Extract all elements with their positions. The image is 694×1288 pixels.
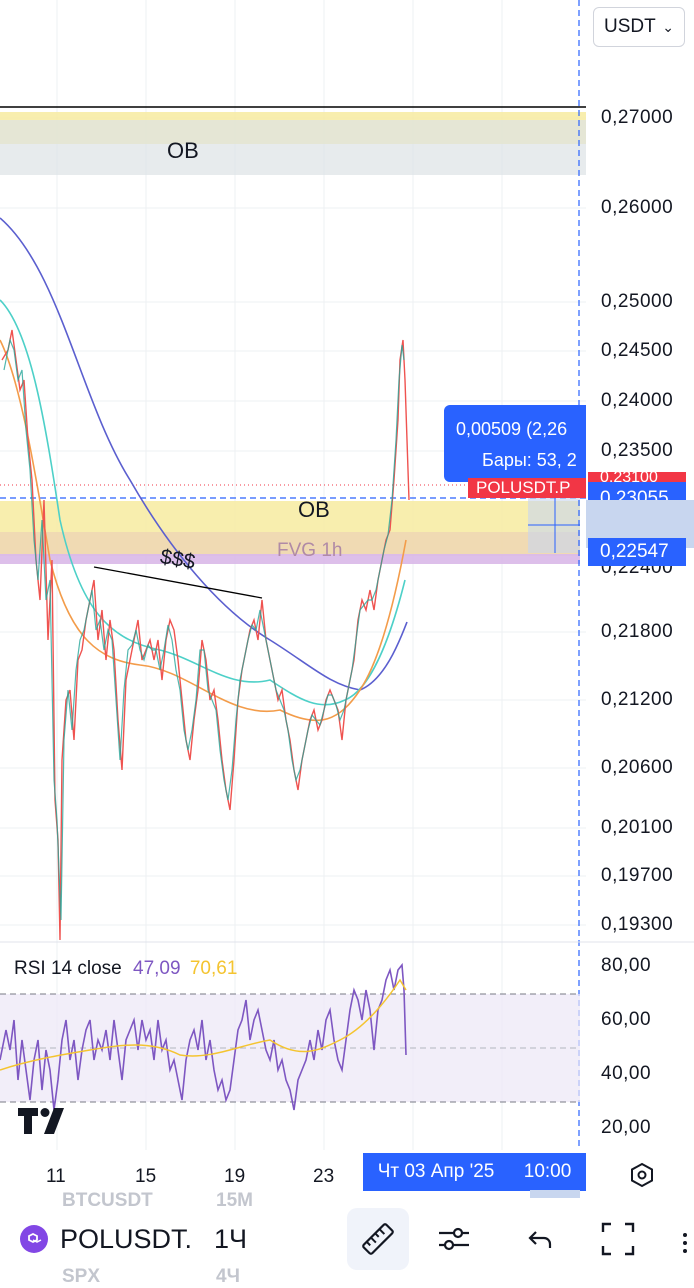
measure-line1: 0,00509 (2,26 [456,419,568,439]
settings-hexagon-icon[interactable] [627,1160,657,1190]
ghost-interval-bottom: 4Ч [216,1266,240,1287]
symbol-tag-text: POLUSDT.P [476,478,571,497]
ma-cyan [0,299,406,706]
rsi-axis-label: 60,00 [601,1009,652,1030]
rsi-axis-label: 20,00 [601,1117,652,1138]
candles-up-series [3,337,405,921]
crosshair-time: 10:00 [523,1161,572,1182]
indicator-settings-button[interactable] [423,1208,485,1270]
currency-selector[interactable]: USDT ⌄ [593,7,685,47]
rsi-legend[interactable]: RSI 14 close 47,09 70,61 [14,958,237,980]
price-label: 0,24500 [601,340,674,361]
ghost-symbol-top: BTCUSDT [62,1190,153,1211]
chevron-down-icon: ⌄ [662,18,674,35]
tradingview-logo [18,1108,68,1142]
rsi-line [0,962,407,1111]
undo-icon [528,1231,552,1248]
time-label: 15 [135,1166,157,1187]
measure-tooltip[interactable]: 0,00509 (2,26 Бары: 53, 2 [444,405,586,482]
symbol-tag: POLUSDT.P [468,478,586,498]
rsi-ma-line [0,978,407,1071]
time-label: 19 [224,1166,246,1187]
ruler-icon [362,1223,394,1255]
undo-button[interactable] [510,1208,572,1270]
time-label: 11 [46,1166,66,1187]
fullscreen-button[interactable] [587,1208,649,1270]
candles-down-series [1,329,410,941]
fvg-label: FVG 1h [277,540,343,561]
ob-top-label: OB [167,138,199,163]
price-label: 0,25000 [601,291,674,312]
currency-value: USDT [604,16,656,37]
rsi-name: RSI 14 close [14,958,122,979]
ob-top-gray-zone [0,120,586,175]
interval-button[interactable]: 1Ч [214,1224,248,1254]
crosshair-price-tag: 0,22547 [588,538,686,566]
ma-orange [0,339,407,722]
price-label: 0,23500 [601,440,674,461]
crosshair-date-box: Чт 03 Апр '25 10:00 [363,1153,586,1191]
measure-line2: Бары: 53, 2 [482,450,577,470]
rsi-ma-value: 70,61 [189,958,238,979]
symbol-button[interactable]: POLUSDT. [60,1224,193,1254]
time-label: 23 [313,1166,335,1187]
price-chart[interactable] [0,0,694,1200]
ghost-symbol-bottom: SPX [62,1266,101,1287]
price-label: 0,21200 [601,689,674,710]
polygon-logo-icon [20,1225,48,1253]
price-label: 0,19300 [601,914,674,935]
fvg-purple-zone [0,554,580,564]
ob-mid-label: OB [298,497,330,522]
fullscreen-icon [601,1222,635,1256]
price-label: 0,20600 [601,757,674,778]
price-label: 0,26000 [601,197,674,218]
sliders-icon [439,1227,469,1251]
price-label: 0,24000 [601,390,674,411]
ma-blue [0,217,408,691]
price-label: 0,27000 [601,107,674,128]
crosshair-date: Чт 03 Апр '25 [377,1161,495,1182]
rsi-axis-label: 40,00 [601,1063,652,1084]
rsi-axis-label: 80,00 [601,955,652,976]
ghost-interval-top: 15М [216,1190,253,1211]
more-vertical-icon[interactable] [683,1233,691,1253]
price-label: 0,21800 [601,621,674,642]
rsi-value: 47,09 [133,958,181,979]
fvg-zone [0,532,580,556]
ruler-button[interactable] [347,1208,409,1270]
price-label: 0,19700 [601,865,674,886]
price-label: 0,20100 [601,817,674,838]
liquidity-line [93,566,263,599]
crosshair-price-text: 0,22547 [600,541,669,562]
